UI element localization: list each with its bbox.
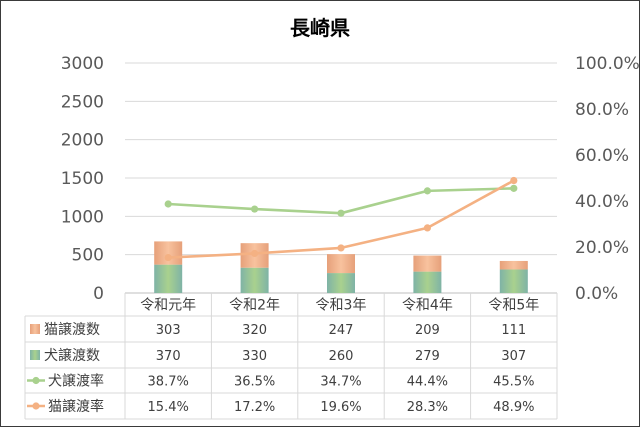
table-cell: 36.5% <box>234 375 275 390</box>
y2-tick-label: 100.0% <box>575 54 640 74</box>
category-label: 令和3年 <box>316 298 367 314</box>
category-label: 令和4年 <box>402 298 453 314</box>
table-row-label: 犬譲渡率 <box>48 373 104 390</box>
table-cell: 307 <box>501 349 526 364</box>
bar-segment <box>413 255 442 272</box>
line-marker <box>337 209 345 217</box>
legend-key-marker <box>32 402 40 410</box>
bar-segment <box>327 273 355 293</box>
bar-segment <box>327 254 355 274</box>
line-marker <box>164 200 172 208</box>
bar-segment <box>240 267 269 293</box>
table-cell: 370 <box>156 349 181 364</box>
table-cell: 320 <box>242 323 267 338</box>
line-marker <box>251 205 259 213</box>
line-marker <box>337 244 345 252</box>
axis-tick-labels: 0 500 1000 1500 2000 2500 3000 0.0% 20.0% 40.0% 60… <box>61 54 640 304</box>
table-cell: 260 <box>329 349 354 364</box>
table-cell: 48.9% <box>493 400 534 415</box>
y2-tick-label: 20.0% <box>575 238 629 258</box>
legend-key-marker <box>32 376 40 385</box>
table-row-label: 犬譲渡数 <box>44 348 100 364</box>
table-cell: 17.2% <box>234 400 275 415</box>
category-label: 令和元年 <box>140 298 196 314</box>
table-cell: 34.7% <box>320 375 361 390</box>
table-cell: 209 <box>415 323 440 338</box>
table-cell: 247 <box>329 323 354 338</box>
table-row-label: 猫譲渡率 <box>48 398 104 415</box>
y2-tick-label: 80.0% <box>575 100 629 120</box>
y2-tick-label: 0.0% <box>575 284 618 304</box>
rate-lines <box>164 176 518 262</box>
bar-segment <box>154 264 183 293</box>
gridlines <box>125 62 557 294</box>
legend-key <box>30 324 40 334</box>
y-tick-label: 500 <box>72 246 104 266</box>
y2-tick-label: 60.0% <box>575 146 629 166</box>
category-label: 令和2年 <box>229 298 280 314</box>
bar-segment <box>154 241 183 265</box>
table-cell: 15.4% <box>148 400 189 415</box>
y-tick-label: 0 <box>93 284 104 304</box>
table-cell: 111 <box>501 323 526 338</box>
table-cell: 330 <box>242 349 267 364</box>
table-cell: 38.7% <box>148 375 189 390</box>
table-cell: 28.3% <box>407 400 448 415</box>
table-cell: 279 <box>415 349 440 364</box>
line-marker <box>423 187 431 195</box>
line-marker <box>510 176 518 185</box>
table-row-label: 猫譲渡数 <box>44 322 100 338</box>
line-marker <box>423 224 431 232</box>
legend-key <box>30 350 40 360</box>
bar-segment <box>499 260 528 270</box>
table-cell: 45.5% <box>493 375 534 390</box>
category-label: 令和5年 <box>488 298 539 314</box>
y-tick-label: 3000 <box>61 54 104 74</box>
y-tick-label: 1500 <box>61 169 104 189</box>
table-cell: 44.4% <box>407 375 448 390</box>
table-cell: 303 <box>156 323 181 338</box>
y2-tick-label: 40.0% <box>575 192 629 212</box>
y-tick-label: 1000 <box>61 207 104 227</box>
line-marker <box>164 253 172 262</box>
chart-title: 長崎県 <box>290 16 350 40</box>
table-cell: 19.6% <box>320 400 361 415</box>
bar-segment <box>413 271 442 293</box>
y-tick-label: 2000 <box>61 131 104 151</box>
line-marker <box>251 249 259 258</box>
line-marker <box>510 184 518 192</box>
y-tick-label: 2500 <box>61 92 104 112</box>
bar-segment <box>499 269 528 293</box>
